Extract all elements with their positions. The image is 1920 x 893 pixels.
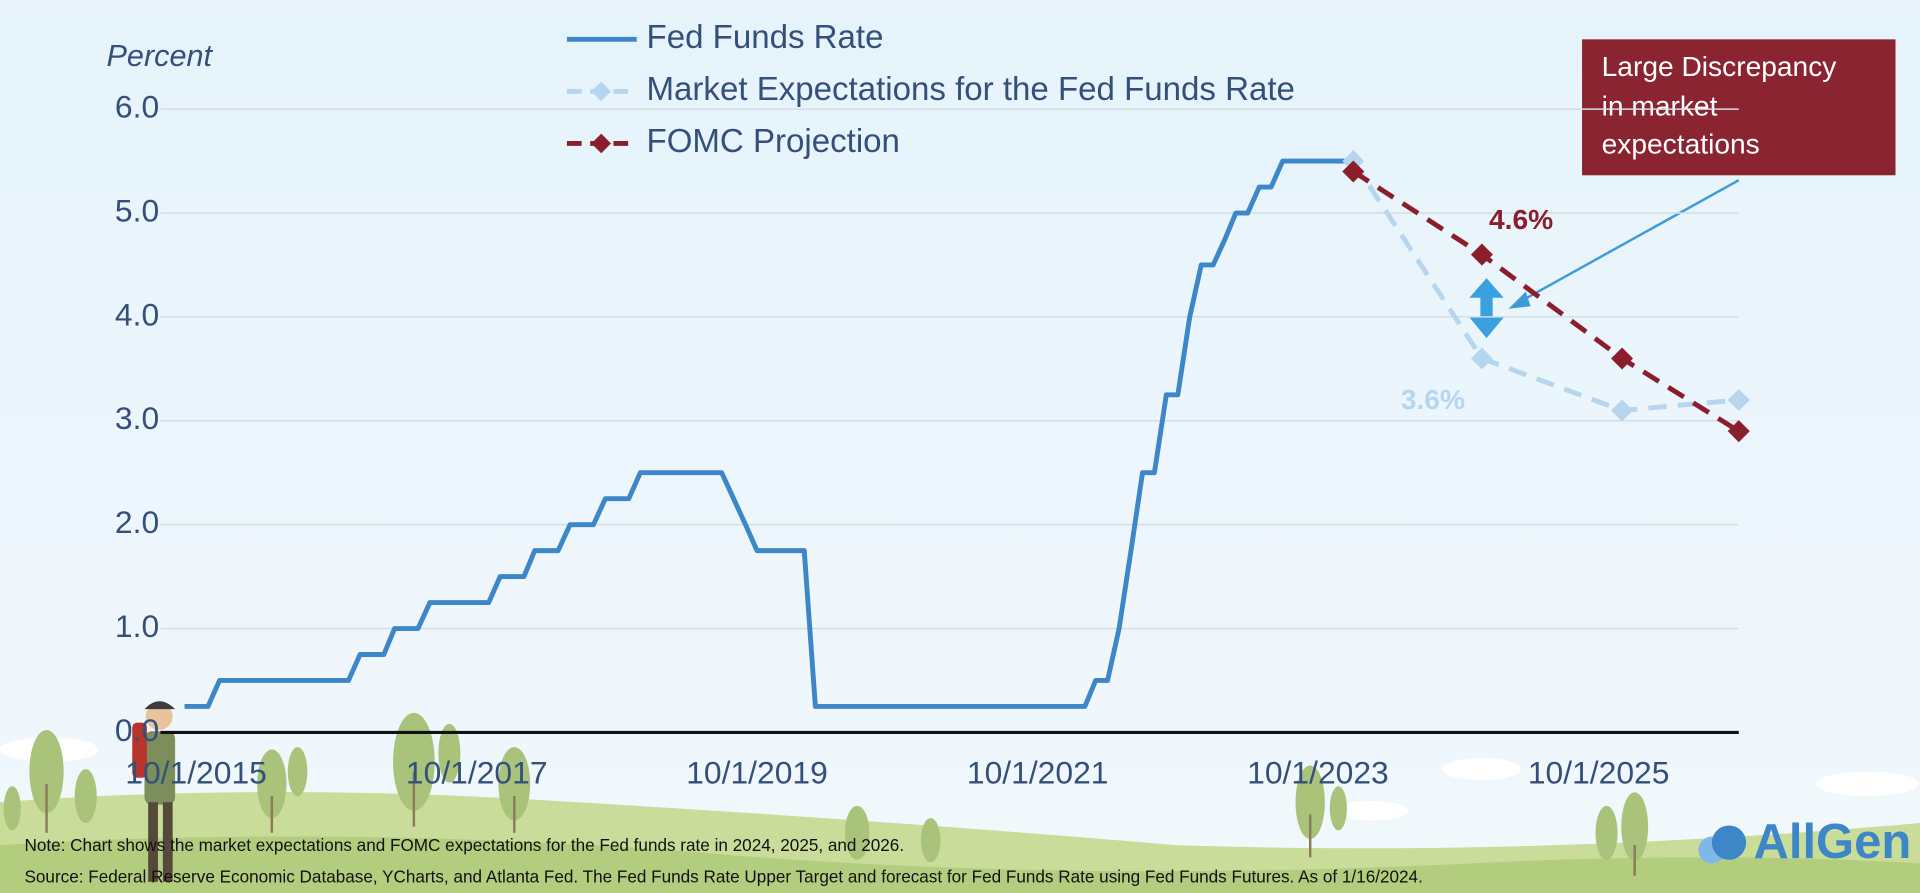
y-tick-label: 6.0 — [115, 89, 159, 125]
discrepancy-arrow — [1469, 278, 1504, 339]
annotation: Large Discrepancy in market expectations — [1469, 39, 1896, 339]
y-tick-label: 1.0 — [115, 608, 159, 644]
series-line — [184, 158, 1354, 709]
marker — [1727, 388, 1750, 412]
annotation-box — [1582, 39, 1896, 176]
brand-logo: AllGen — [1698, 815, 1911, 869]
legend-label: Fed Funds Rate — [647, 19, 884, 56]
marker — [1727, 420, 1750, 443]
annotation-arrow — [1517, 179, 1740, 304]
data-label: 4.6% — [1489, 204, 1553, 235]
marker — [1611, 399, 1634, 422]
legend: Fed Funds Rate Market Expectations for th… — [566, 19, 1295, 160]
x-tick-label: 10/1/2021 — [967, 755, 1109, 791]
source: Source: Federal Reserve Economic Databas… — [24, 867, 1422, 887]
x-tick-label: 10/1/2019 — [686, 755, 828, 791]
legend-label: Market Expectations for the Fed Funds Ra… — [647, 71, 1295, 108]
hiker — [132, 701, 176, 882]
annotation-text: Large Discrepancy — [1602, 51, 1838, 82]
annotation-text: in market — [1602, 90, 1718, 121]
x-tick-label: 10/1/2015 — [125, 755, 267, 791]
y-axis-label: Percent — [107, 39, 214, 73]
brand: AllGen — [1753, 815, 1911, 869]
x-tick-label: 10/1/2017 — [406, 755, 548, 791]
y-tick-label: 0.0 — [115, 712, 159, 748]
series-line — [1351, 159, 1739, 413]
annotation-text: expectations — [1602, 128, 1760, 159]
x-tick-label: 10/1/2025 — [1528, 755, 1670, 791]
legend-label: FOMC Projection — [647, 123, 900, 160]
y-tick-label: 5.0 — [115, 192, 159, 228]
x-tick-label: 10/1/2023 — [1247, 755, 1389, 791]
marker — [1342, 160, 1365, 183]
scenery — [0, 701, 1920, 893]
y-tick-label: 3.0 — [115, 400, 159, 436]
series-line — [1351, 169, 1741, 434]
marker — [1470, 243, 1493, 266]
y-tick-label: 2.0 — [115, 504, 159, 540]
note: Note: Chart shows the market expectation… — [24, 835, 904, 855]
annotation-arrowhead — [1508, 291, 1531, 309]
data-label: 3.6% — [1401, 384, 1465, 415]
y-tick-label: 4.0 — [115, 296, 159, 332]
legend-marker — [591, 133, 612, 154]
legend-marker — [591, 81, 612, 102]
